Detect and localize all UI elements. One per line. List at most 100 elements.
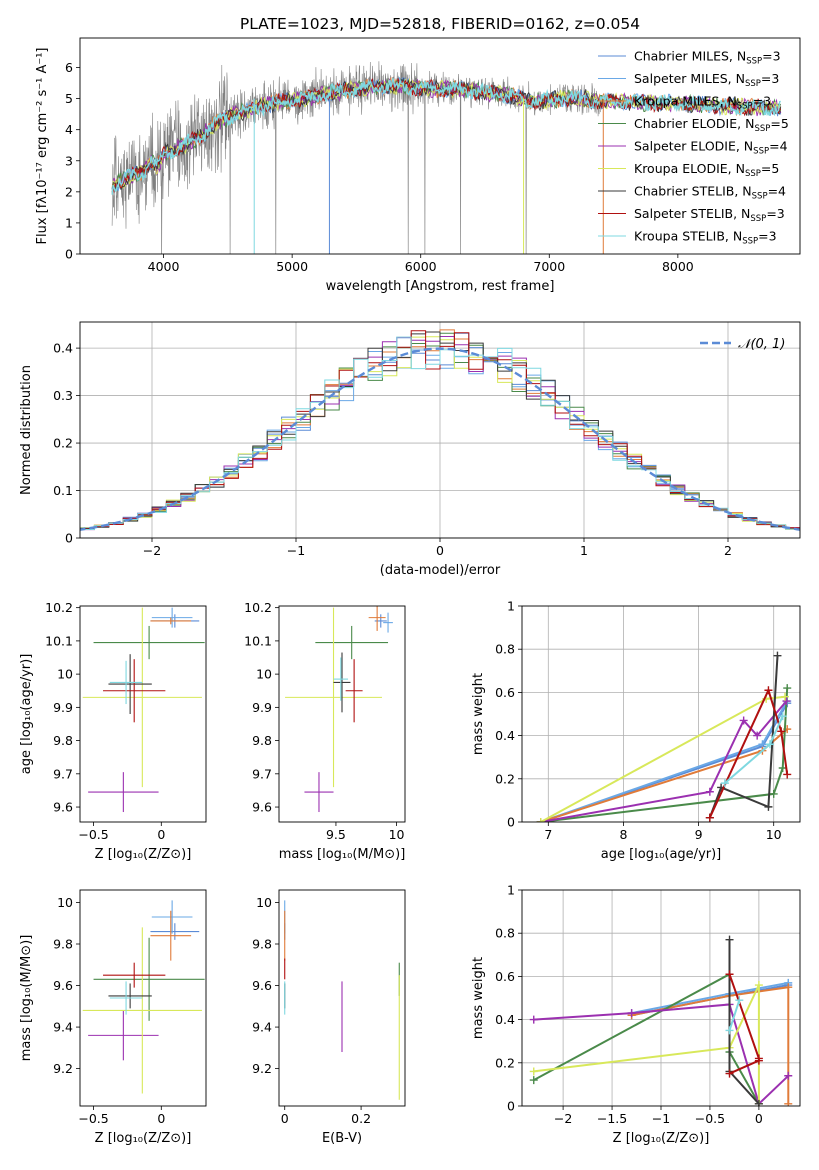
- legend-label-sub: SSP: [745, 169, 761, 179]
- y-tick-label: 9.8: [53, 937, 73, 952]
- weight-vs-Z-plot-area: [522, 890, 800, 1106]
- weight-point: [720, 779, 729, 788]
- weight-point: [753, 731, 762, 740]
- weight-point: [784, 983, 793, 992]
- y-tick-label: 0: [507, 815, 515, 830]
- legend-label-sub: SSP: [745, 79, 761, 89]
- x-tick-label: −0.5: [78, 827, 108, 842]
- y-tick-label: 9.2: [252, 1061, 272, 1076]
- weight-line: [533, 984, 760, 1104]
- legend-label-main: Kroupa STELIB, N: [634, 229, 742, 244]
- y-tick-label: 9.8: [252, 937, 272, 952]
- y-tick-label: 9.8: [252, 733, 272, 748]
- x-tick-label: 10: [766, 827, 782, 842]
- weight-point: [777, 727, 786, 736]
- y-tick-label: 10.1: [45, 633, 73, 648]
- weight-point: [529, 1015, 538, 1024]
- y-axis-label: mass weight: [471, 957, 486, 1039]
- weight-point: [705, 813, 714, 822]
- legend-label-tail: =3: [753, 94, 771, 109]
- x-axis-label: wavelength [Angstrom, rest frame]: [326, 279, 555, 294]
- spectrum-panel: 4000 5000 6000 7000 8000 0 1 2 3 4 5 6 wavelength [A…: [35, 15, 801, 294]
- legend-label-main: Salpeter ELODIE, N: [634, 139, 753, 154]
- x-tick-label: 0: [157, 827, 165, 842]
- spectrum-plot-area: [111, 61, 782, 254]
- x-tick-label: 8000: [662, 259, 694, 274]
- legend-label-tail: =3: [766, 206, 784, 221]
- x-axis-label: (data-model)/error: [380, 563, 501, 578]
- x-axis-label: age [log₁₀(age/yr)]: [601, 847, 722, 862]
- y-axis-label: mass [log₁₀(M/M⊙)]: [19, 935, 34, 1062]
- weight-line: [540, 695, 786, 822]
- x-tick-label: 0: [755, 1111, 763, 1126]
- age-vs-Z-plot-area: [82, 607, 205, 813]
- mass-vs-EBV-frame: [278, 889, 406, 1107]
- model-fit-line: [111, 77, 781, 195]
- residuals-frame: [79, 321, 801, 539]
- x-axis-label: Z [log₁₀(Z/Z⊙)]: [95, 1131, 192, 1146]
- x-axis-label: mass [log₁₀(M/M⊙)]: [279, 847, 406, 862]
- y-tick-label: 4: [65, 122, 73, 137]
- legend-label-main: Chabrier STELIB, N: [634, 184, 752, 199]
- x-tick-label: 0: [436, 543, 444, 558]
- spectrum-frame: [79, 37, 801, 255]
- weight-point: [739, 716, 748, 725]
- legend-label-main: Salpeter MILES, N: [634, 71, 745, 86]
- weight-line: [708, 655, 779, 819]
- legend-label-sub: SSP: [742, 237, 758, 247]
- model-fit-line: [111, 77, 781, 195]
- legend-label: Chabrier ELODIE, NSSP=5: [634, 116, 789, 134]
- legend-label-tail: =3: [762, 49, 780, 64]
- weight-vs-Z-panel: −2 −1.5 −1 −0.5 0 0 0.2 0.4 0.6 0.8 1 Z [log₁₀(Z/Z⊙…: [471, 883, 801, 1146]
- legend-label-sub: SSP: [752, 192, 768, 202]
- y-tick-label: 9.6: [252, 800, 272, 815]
- y-tick-label: 2: [65, 184, 73, 199]
- weight-line: [540, 702, 789, 822]
- y-tick-label: 0.8: [495, 642, 515, 657]
- y-tick-label: 0: [65, 247, 73, 262]
- y-axis-label: mass weight: [471, 673, 486, 755]
- weight-point: [769, 789, 778, 798]
- x-tick-label: −1: [652, 1111, 670, 1126]
- model-fit-line: [111, 77, 782, 191]
- y-axis-label: Flux [fλ10⁻¹⁷ erg cm⁻² s⁻¹ A⁻¹]: [35, 48, 50, 245]
- y-tick-label: 10: [256, 667, 272, 682]
- y-tick-label: 9.7: [53, 766, 73, 781]
- weight-point: [725, 935, 734, 944]
- legend-label: Salpeter ELODIE, NSSP=4: [634, 139, 788, 157]
- legend-label-main: Kroupa MILES, N: [634, 94, 737, 109]
- age-vs-Z-panel: −0.5 0 9.6 9.7 9.8 9.9 10 10.1 10.2 Z [log₁₀(Z/Z⊙…: [19, 600, 207, 862]
- y-tick-label: 9.6: [53, 800, 73, 815]
- y-tick-label: 10.2: [45, 600, 73, 615]
- weight-point: [735, 996, 744, 1005]
- mass-vs-Z-plot-area: [82, 900, 205, 1094]
- weight-point: [529, 1076, 538, 1085]
- legend-label: Salpeter STELIB, NSSP=3: [634, 206, 785, 224]
- y-tick-label: 6: [65, 60, 73, 75]
- y-tick-label: 10.2: [244, 600, 272, 615]
- x-tick-label: 9.5: [326, 827, 346, 842]
- y-tick-label: 0.4: [495, 1012, 515, 1027]
- x-tick-label: −1.5: [597, 1111, 627, 1126]
- y-tick-label: 9.4: [53, 1020, 73, 1035]
- legend-label: Salpeter MILES, NSSP=3: [634, 71, 779, 89]
- y-tick-label: 0: [65, 531, 73, 546]
- x-tick-label: −2: [143, 543, 161, 558]
- y-tick-label: 0.8: [495, 926, 515, 941]
- legend-label-tail: =5: [770, 116, 788, 131]
- x-tick-label: −0.5: [78, 1111, 108, 1126]
- weight-point: [764, 802, 773, 811]
- y-axis-label: Normed distribution: [19, 365, 34, 495]
- legend-label-sub: SSP: [754, 124, 770, 134]
- weight-point: [705, 787, 714, 796]
- age-vs-mass-panel: 9.5 10 9.6 9.7 9.8 9.9 10 10.1 10.2 mass [log₁₀(M…: [244, 600, 406, 862]
- mass-vs-Z-panel: −0.5 0 9.2 9.4 9.6 9.8 10 Z [log₁₀(Z/Z⊙)] mass […: [19, 889, 207, 1146]
- age-vs-mass-plot-area: [285, 606, 393, 813]
- x-tick-label: 7000: [533, 259, 565, 274]
- weight-point: [783, 684, 792, 693]
- weight-vs-age-frame: [521, 605, 801, 823]
- x-tick-label: 7: [544, 827, 552, 842]
- y-tick-label: 0.2: [495, 1055, 515, 1070]
- y-tick-label: 5: [65, 91, 73, 106]
